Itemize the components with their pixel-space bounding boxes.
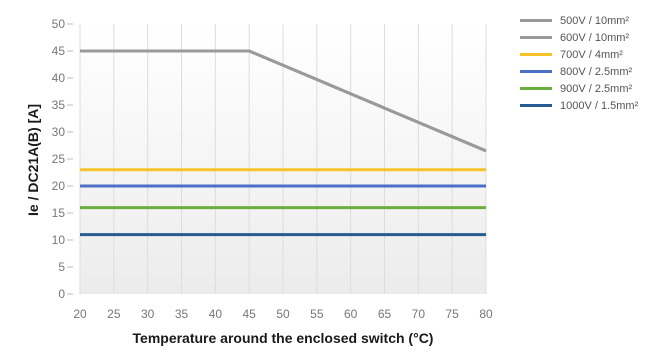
legend-label: 1000V / 1.5mm²: [560, 99, 639, 112]
y-axis-title: Ie / DC21A(B) [A]: [25, 104, 41, 216]
x-tick-label: 35: [175, 307, 189, 321]
series-lines: [80, 49, 487, 237]
y-tick-label: 15: [52, 206, 66, 220]
legend-label: 500V / 10mm²: [560, 14, 630, 27]
y-tick-label: 10: [52, 233, 66, 247]
y-tick-label: 25: [52, 152, 66, 166]
x-tick-label: 30: [141, 307, 155, 321]
y-tick-label: 40: [52, 71, 66, 85]
x-tick-label: 50: [276, 307, 290, 321]
x-tick-label: 20: [73, 307, 87, 321]
x-tick-label: 55: [310, 307, 324, 321]
x-tick-label: 75: [445, 307, 459, 321]
y-tick-label: 5: [58, 260, 65, 274]
legend-swatch: [520, 70, 552, 73]
x-tick-label: 65: [378, 307, 392, 321]
x-axis-title: Temperature around the enclosed switch (…: [133, 330, 434, 346]
x-tick-label: 45: [242, 307, 256, 321]
y-tick-label: 45: [52, 44, 66, 58]
legend: 500V / 10mm² 600V / 10mm² 700V / 4mm² 800V …: [520, 12, 638, 114]
legend-item: 600V / 10mm²: [520, 29, 638, 46]
legend-item: 900V / 2.5mm²: [520, 80, 638, 97]
legend-swatch: [520, 53, 552, 56]
y-tick-label: 35: [52, 98, 66, 112]
x-tick-label: 25: [107, 307, 121, 321]
x-tick-label: 60: [344, 307, 358, 321]
legend-label: 900V / 2.5mm²: [560, 82, 633, 95]
legend-label: 700V / 4mm²: [560, 48, 623, 61]
legend-label: 600V / 10mm²: [560, 31, 630, 44]
x-tick-label: 40: [209, 307, 223, 321]
legend-item: 700V / 4mm²: [520, 46, 638, 63]
y-tick-label: 20: [52, 179, 66, 193]
legend-item: 500V / 10mm²: [520, 12, 638, 29]
legend-label: 800V / 2.5mm²: [560, 65, 633, 78]
series-line-0: [80, 49, 487, 153]
y-tick-label: 30: [52, 125, 66, 139]
x-tick-label: 80: [479, 307, 493, 321]
x-ticks: 20 25 30 35 40 45 50 55 60 65 70 75 80: [73, 307, 493, 321]
legend-swatch: [520, 87, 552, 90]
grid: [79, 24, 487, 294]
legend-item: 800V / 2.5mm²: [520, 63, 638, 80]
y-tick-label: 0: [58, 287, 65, 301]
legend-swatch: [520, 36, 552, 39]
legend-swatch: [520, 19, 552, 22]
y-tick-label: 50: [52, 17, 66, 31]
legend-item: 1000V / 1.5mm²: [520, 97, 638, 114]
x-tick-label: 70: [412, 307, 426, 321]
legend-swatch: [520, 104, 552, 107]
